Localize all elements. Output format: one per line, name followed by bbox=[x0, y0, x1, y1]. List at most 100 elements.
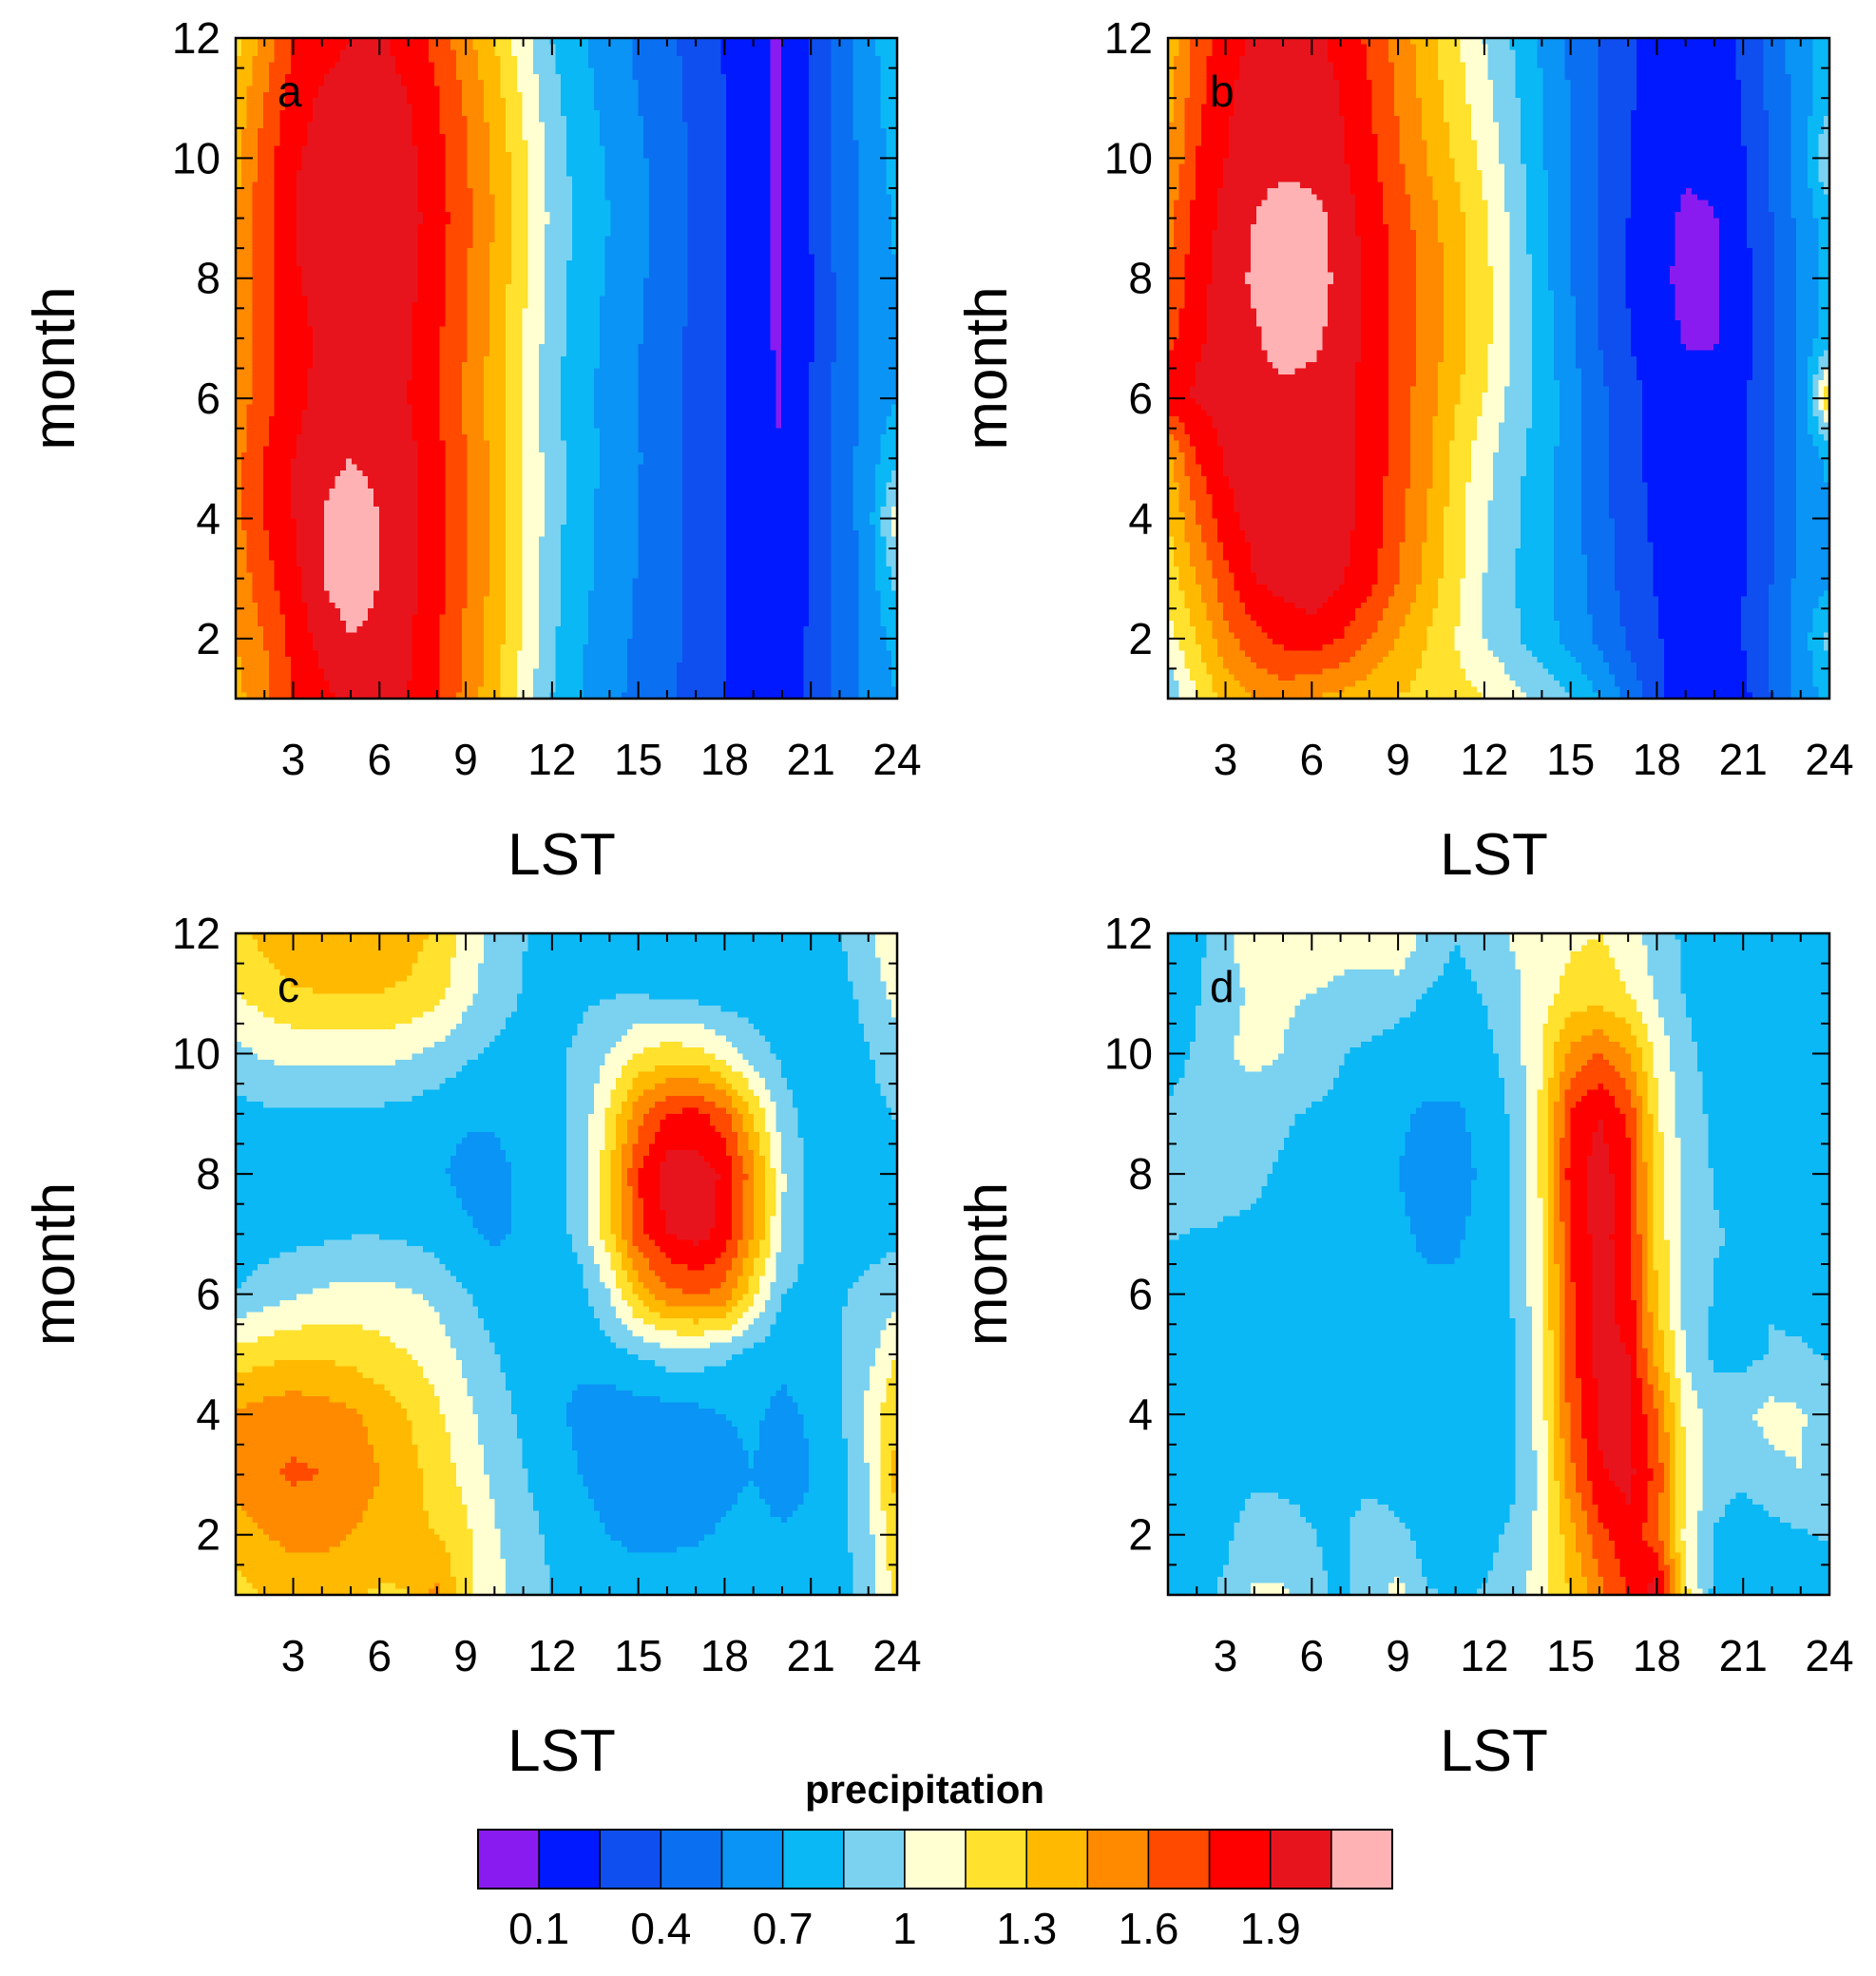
contour-cell bbox=[1812, 650, 1830, 658]
contour-cell bbox=[1752, 332, 1775, 339]
contour-cell bbox=[1444, 91, 1466, 99]
contour-cell bbox=[240, 451, 264, 459]
contour-cell bbox=[1747, 434, 1775, 441]
contour-cell bbox=[445, 451, 469, 459]
contour-cell bbox=[1774, 494, 1797, 502]
contour-cell bbox=[1168, 145, 1185, 153]
contour-cell bbox=[1548, 170, 1571, 177]
contour-cell bbox=[1531, 350, 1555, 357]
contour-cell bbox=[1168, 152, 1185, 159]
contour-cell bbox=[1796, 230, 1819, 238]
contour-cell bbox=[1625, 254, 1676, 261]
contour-cell bbox=[1371, 584, 1395, 591]
contour-cell bbox=[1493, 284, 1511, 291]
contour-cell bbox=[539, 548, 562, 555]
contour-cell bbox=[445, 584, 469, 591]
contour-cell bbox=[445, 470, 469, 477]
contour-cell bbox=[1554, 350, 1577, 357]
contour-cell bbox=[858, 614, 882, 622]
contour-cell bbox=[236, 584, 253, 591]
contour-cell bbox=[461, 632, 485, 640]
contour-cell bbox=[638, 404, 683, 412]
contour-cell bbox=[1559, 380, 1582, 388]
contour-cell bbox=[1625, 290, 1676, 297]
contour-cell bbox=[1824, 187, 1830, 195]
contour-cell bbox=[831, 470, 854, 477]
contour-cell bbox=[1796, 404, 1809, 412]
contour-cell bbox=[307, 319, 413, 327]
contour-cell bbox=[1515, 590, 1555, 598]
contour-cell bbox=[809, 38, 832, 45]
contour-cell bbox=[1471, 134, 1500, 142]
contour-cell bbox=[588, 626, 634, 634]
contour-cell bbox=[770, 145, 782, 153]
contour-cell bbox=[604, 241, 650, 249]
contour-cell bbox=[1361, 308, 1389, 316]
contour-cell bbox=[1190, 440, 1218, 448]
contour-cell bbox=[781, 212, 810, 220]
contour-cell bbox=[726, 596, 810, 604]
contour-cell bbox=[1581, 494, 1610, 502]
x-tick-label: 15 bbox=[614, 735, 662, 784]
contour-cell bbox=[1499, 446, 1527, 453]
contour-cell bbox=[1769, 145, 1791, 153]
contour-cell bbox=[445, 596, 469, 604]
contour-cell bbox=[236, 566, 248, 573]
contour-cell bbox=[1603, 374, 1637, 381]
contour-cell bbox=[643, 284, 689, 291]
contour-cell bbox=[1818, 355, 1830, 363]
contour-cell bbox=[445, 296, 469, 303]
contour-cell bbox=[1548, 241, 1571, 249]
contour-cell bbox=[1168, 314, 1180, 321]
contour-cell bbox=[1769, 109, 1791, 117]
contour-cell bbox=[1592, 614, 1621, 622]
contour-cell bbox=[1747, 145, 1770, 153]
contour-cell bbox=[1217, 644, 1240, 652]
contour-cell bbox=[544, 230, 573, 238]
contour-cell bbox=[583, 692, 622, 700]
contour-cell bbox=[291, 681, 331, 687]
contour-cell bbox=[1586, 572, 1616, 580]
contour-cell bbox=[1190, 86, 1208, 93]
contour-cell bbox=[555, 55, 589, 63]
contour-cell bbox=[891, 476, 898, 484]
contour-cell bbox=[467, 290, 490, 297]
contour-cell bbox=[1818, 163, 1830, 171]
contour-cell bbox=[506, 488, 524, 495]
contour-cell bbox=[246, 446, 264, 453]
contour-cell bbox=[1818, 158, 1830, 165]
contour-cell bbox=[500, 73, 518, 81]
contour-cell bbox=[445, 170, 469, 177]
contour-cell bbox=[1493, 464, 1527, 471]
contour-cell bbox=[831, 572, 859, 580]
contour-cell bbox=[781, 73, 810, 81]
contour-cell bbox=[1184, 536, 1202, 544]
contour-cell bbox=[1818, 368, 1825, 375]
contour-cell bbox=[1609, 392, 1643, 399]
contour-cell bbox=[240, 44, 258, 51]
contour-cell bbox=[1196, 506, 1213, 513]
contour-cell bbox=[1653, 590, 1748, 598]
contour-cell bbox=[236, 518, 242, 526]
contour-cell bbox=[891, 656, 898, 663]
contour-cell bbox=[1350, 536, 1384, 544]
contour-cell bbox=[687, 314, 727, 321]
contour-cell bbox=[1361, 284, 1389, 291]
contour-cell bbox=[1465, 572, 1484, 580]
contour-cell bbox=[1355, 482, 1384, 489]
contour-cell bbox=[1322, 332, 1362, 339]
contour-cell bbox=[445, 518, 469, 526]
contour-cell bbox=[274, 223, 297, 231]
contour-cell bbox=[1824, 122, 1830, 129]
contour-cell bbox=[516, 86, 540, 93]
contour-cell bbox=[1570, 223, 1598, 231]
contour-cell bbox=[681, 386, 727, 393]
contour-cell bbox=[1393, 584, 1417, 591]
contour-cell bbox=[726, 470, 810, 477]
contour-cell bbox=[1168, 482, 1180, 489]
contour-cell bbox=[1388, 38, 1411, 45]
contour-cell bbox=[1460, 374, 1488, 381]
contour-cell bbox=[1234, 500, 1356, 508]
contour-cell bbox=[1675, 212, 1714, 220]
